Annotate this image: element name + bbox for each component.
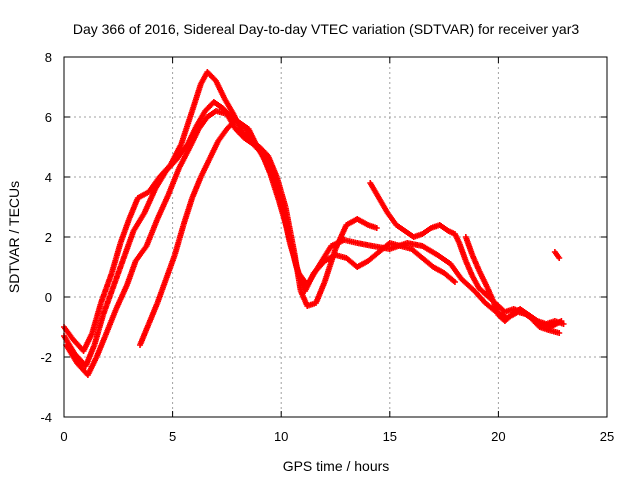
y-tick-label: 4 [45, 170, 52, 185]
series-track-e [367, 180, 563, 336]
series-track-d [137, 117, 291, 348]
x-tick-label: 0 [60, 429, 67, 444]
y-axis-label: SDTVAR / TECUs [6, 181, 22, 293]
x-axis-label: GPS time / hours [283, 458, 390, 474]
y-tick-label: 0 [45, 290, 52, 305]
y-tick-label: 8 [45, 50, 52, 65]
y-tick-label: -2 [40, 350, 52, 365]
tick-labels: 0 5 10 15 20 25 -4 -2 0 2 4 6 8 [40, 50, 614, 444]
data-points [61, 69, 567, 378]
data-point [556, 255, 563, 261]
y-tick-label: 2 [45, 230, 52, 245]
y-tick-label: 6 [45, 110, 52, 125]
data-point [560, 321, 567, 327]
x-tick-label: 25 [600, 429, 614, 444]
chart-title: Day 366 of 2016, Sidereal Day-to-day VTE… [73, 21, 579, 37]
series-track-b [61, 99, 565, 369]
series-track-f [462, 234, 567, 327]
data-point [284, 222, 291, 228]
x-tick-label: 15 [383, 429, 397, 444]
grid [64, 57, 607, 417]
x-tick-label: 10 [274, 429, 288, 444]
x-tick-label: 20 [491, 429, 505, 444]
y-tick-label: -4 [40, 410, 52, 425]
axis-ticks [63, 56, 608, 418]
series-track-g [551, 249, 563, 261]
data-point [373, 225, 380, 231]
x-tick-label: 5 [169, 429, 176, 444]
data-point [451, 279, 458, 285]
data-point [556, 330, 563, 336]
